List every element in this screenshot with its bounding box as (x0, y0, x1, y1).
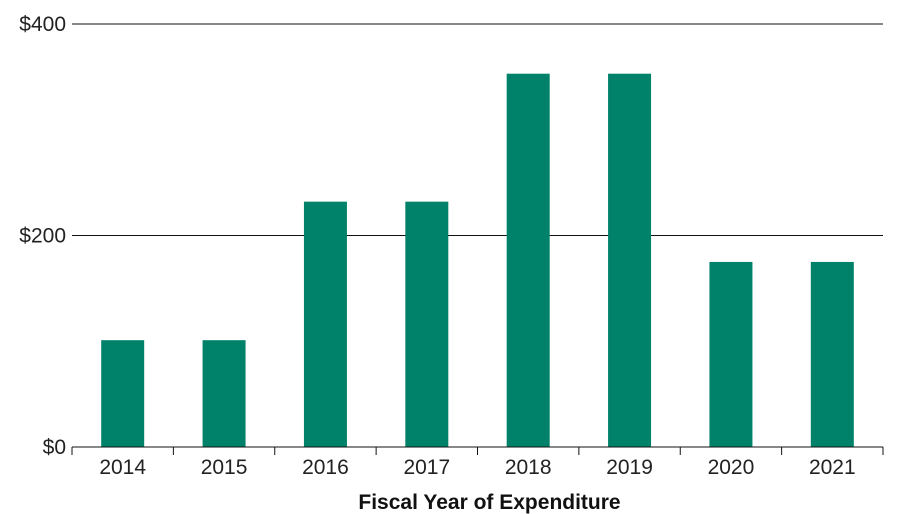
bar-2015 (202, 340, 246, 447)
x-tick-label: 2015 (201, 456, 248, 479)
x-tick-label: 2018 (505, 456, 552, 479)
bar-2018 (506, 73, 550, 447)
bar-2014 (101, 340, 145, 447)
bar-2019 (608, 73, 652, 447)
x-axis (71, 446, 884, 455)
x-tick-label: 2021 (809, 456, 856, 479)
x-tick-label: 2017 (403, 456, 450, 479)
x-axis-tick-labels: 2014 2015 2016 2017 2018 2019 2020 2021 (99, 456, 855, 479)
x-tick-label: 2019 (606, 456, 653, 479)
bar-2017 (405, 201, 449, 447)
x-tick-label: 2014 (99, 456, 146, 479)
x-axis-title: Fiscal Year of Expenditure (358, 491, 620, 514)
x-tick-label: 2020 (708, 456, 755, 479)
gridlines (72, 23, 883, 236)
bar-2016 (303, 201, 347, 447)
x-tick-label: 2016 (302, 456, 349, 479)
bar-2021 (810, 261, 854, 447)
y-axis-tick-labels: $0 $200 $400 (19, 13, 66, 459)
bars (101, 73, 854, 447)
y-tick-label: $400 (19, 13, 66, 36)
y-tick-label: $0 (43, 436, 66, 459)
y-tick-label: $200 (19, 225, 66, 248)
bar-2020 (709, 261, 753, 447)
